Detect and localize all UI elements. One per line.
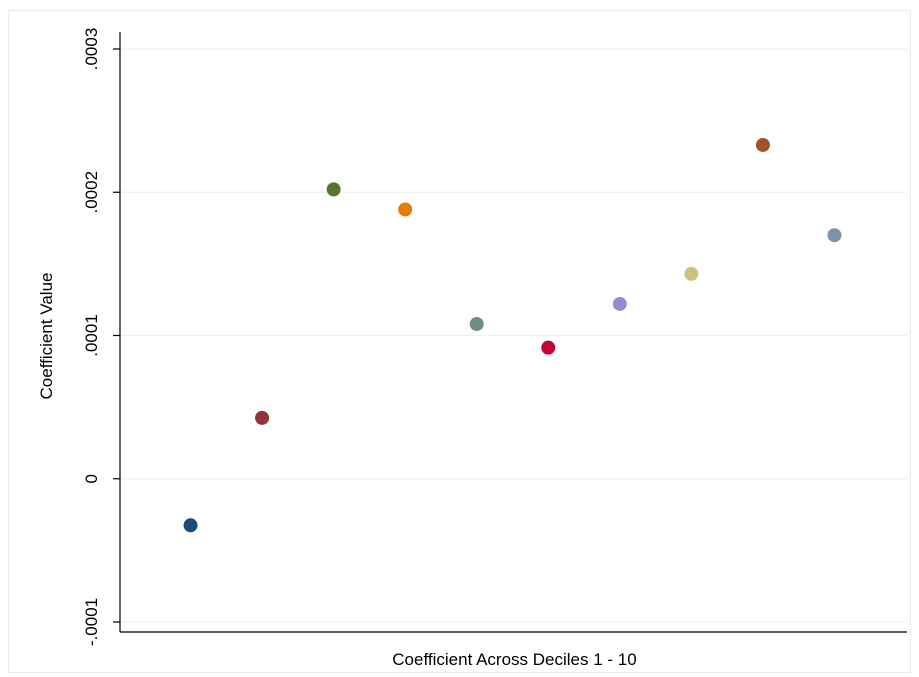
x-axis-title: Coefficient Across Deciles 1 - 10	[392, 650, 636, 669]
chart-frame	[8, 10, 911, 673]
data-point-2	[255, 410, 270, 425]
data-point-5	[469, 317, 484, 332]
data-point-4	[398, 202, 413, 217]
data-point-3	[326, 182, 341, 197]
y-axis-title: Coefficient Value	[37, 273, 56, 400]
axes	[119, 32, 907, 633]
y-tick-label: 0	[82, 474, 101, 483]
data-point-1	[183, 518, 198, 533]
y-tick-label: -.0001	[82, 598, 101, 646]
data-point-6	[541, 340, 556, 355]
data-point-10	[827, 228, 842, 243]
gridlines	[120, 48, 907, 623]
y-tick-label: .0003	[82, 28, 101, 71]
y-tick-label: .0002	[82, 171, 101, 214]
data-point-9	[755, 137, 770, 152]
y-tick-label: .0001	[82, 314, 101, 357]
y-axis-ticks: -.0001 0 .0001 .0002 .0003	[82, 28, 120, 646]
data-points	[183, 137, 842, 533]
data-point-8	[684, 266, 699, 281]
data-point-7	[612, 296, 627, 311]
